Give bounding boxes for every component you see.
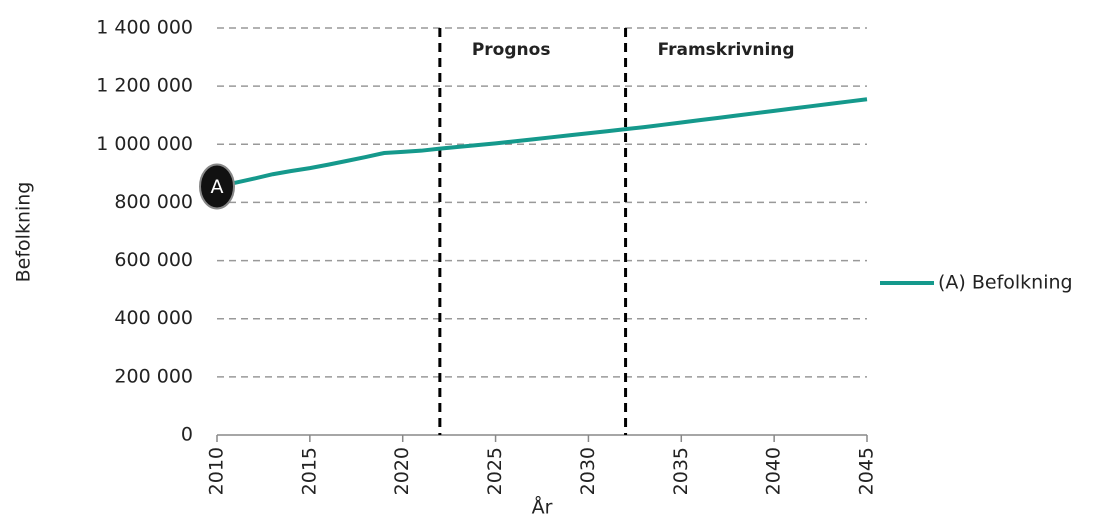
reference-label: Prognos xyxy=(472,40,551,60)
x-tick-label: 2030 xyxy=(577,447,599,495)
x-tick-label: 2015 xyxy=(298,447,320,495)
x-tick-label: 2040 xyxy=(763,447,785,495)
y-tick-label: 200 000 xyxy=(114,365,193,387)
y-tick-label: 1 000 000 xyxy=(96,133,193,155)
reference-label: Framskrivning xyxy=(658,40,795,60)
x-tick-label: 2035 xyxy=(670,447,692,495)
point-label-badge xyxy=(199,163,235,210)
x-tick-label: 2020 xyxy=(391,447,413,495)
y-tick-label: 400 000 xyxy=(114,307,193,329)
y-axis-label: Befolkning xyxy=(13,182,35,283)
y-tick-label: 600 000 xyxy=(114,249,193,271)
legend-label: (A) Befolkning xyxy=(938,272,1073,294)
y-tick-label: 800 000 xyxy=(114,191,193,213)
x-tick-label: 2010 xyxy=(206,447,228,495)
y-tick-label: 0 xyxy=(181,424,193,446)
x-tick-label: 2025 xyxy=(484,447,506,495)
series-line xyxy=(216,97,868,189)
x-axis-label: År xyxy=(532,496,553,518)
y-tick-label: 1 200 000 xyxy=(96,75,193,97)
y-tick-label: 1 400 000 xyxy=(96,17,193,39)
x-tick-label: 2045 xyxy=(856,447,878,495)
point-label: A xyxy=(211,176,224,198)
